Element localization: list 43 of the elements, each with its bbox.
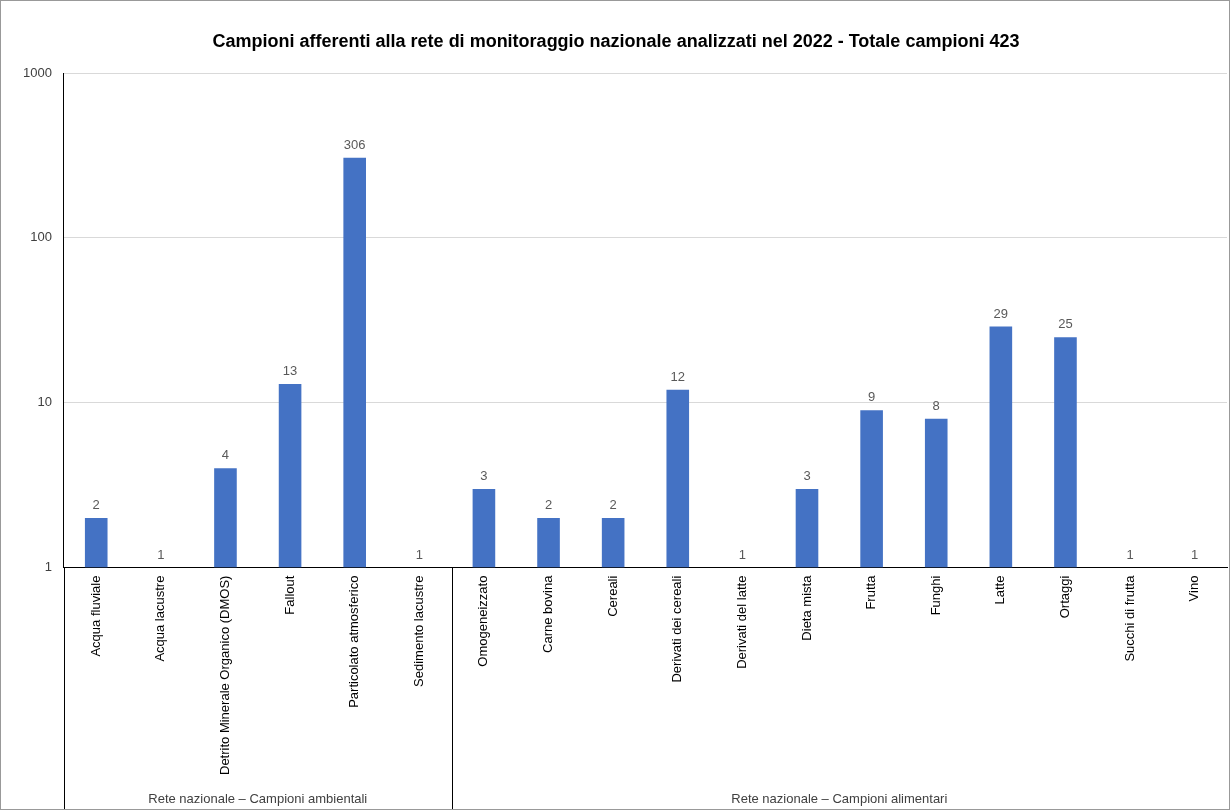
y-tick-label: 100 — [30, 229, 52, 245]
data-label: 1 — [157, 546, 165, 562]
x-tick-label: Acqua lacustre — [152, 575, 168, 662]
y-tick-label: 1000 — [23, 64, 52, 80]
data-label: 8 — [932, 397, 940, 413]
data-label: 13 — [282, 363, 298, 379]
data-label: 3 — [480, 468, 488, 484]
x-tick-label: Derivati del latte — [733, 575, 749, 669]
data-label: 4 — [221, 447, 230, 463]
x-tick-label: Frutta — [863, 574, 879, 610]
data-label: 1 — [738, 546, 746, 562]
y-tick-label: 10 — [37, 394, 52, 410]
data-label: 9 — [868, 389, 876, 405]
x-tick-label: Dieta mista — [798, 574, 814, 641]
x-tick-label: Detrito Minerale Organico (DMOS) — [217, 575, 233, 775]
chart-title: Campioni afferenti alla rete di monitoraggio nazionale analizzati nel 2022 - Totale campioni 423 — [211, 31, 1021, 52]
x-tick-label: Sedimento lacustre — [410, 575, 426, 687]
data-label: 2 — [609, 497, 617, 513]
data-label: 1 — [415, 546, 423, 562]
x-tick-label: Particolato atmosferico — [346, 575, 362, 708]
x-tick-label: Fallout — [281, 575, 297, 615]
data-label: 306 — [343, 136, 366, 152]
x-tick-label: Succhi di frutta — [1121, 574, 1137, 662]
data-label: 1 — [1191, 546, 1199, 562]
text: Rete nazionale – Campioni alimentari — [731, 791, 948, 807]
x-tick-label: Latte — [992, 575, 1008, 605]
data-label: 1 — [1126, 546, 1134, 562]
data-label: 12 — [670, 368, 685, 384]
text: Rete nazionale – Campioni ambientali — [148, 791, 368, 807]
x-tick-label: Vino — [1186, 575, 1202, 602]
x-tick-label: Funghi — [927, 575, 943, 616]
data-label: 3 — [803, 468, 811, 484]
x-tick-label: Carne bovina — [540, 574, 556, 653]
x-tick-label: Omogeneizzato — [475, 575, 491, 667]
x-tick-label: Ortaggi — [1057, 575, 1073, 619]
data-label: 2 — [544, 497, 553, 513]
x-tick-label: Derivati dei cereali — [669, 575, 685, 683]
x-tick-label: Acqua fluviale — [87, 575, 103, 657]
data-label: 25 — [1058, 316, 1073, 332]
data-label: 2 — [92, 497, 100, 513]
x-tick-label: Cereali — [604, 575, 620, 617]
y-tick-label: 1 — [44, 559, 52, 575]
data-label: 29 — [993, 305, 1009, 321]
